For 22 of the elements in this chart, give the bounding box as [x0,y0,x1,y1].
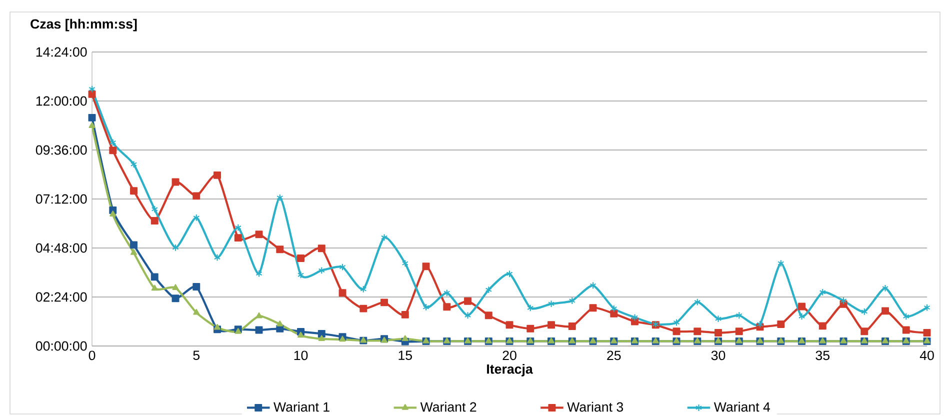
x-tick-label: 5 [193,350,200,360]
x-tick-label: 30 [711,350,726,360]
y-tick-label: 14:24:00 [36,47,87,57]
y-tick-label: 09:36:00 [36,145,87,155]
x-tick-label: 40 [920,350,934,360]
x-tick-label: 20 [502,350,516,360]
x-tick-label: 15 [398,350,412,360]
x-tick-label: 10 [294,350,308,360]
x-tick-label: 25 [607,350,621,360]
legend-label: Wariant 2 [420,402,476,412]
x-tick-label: 35 [816,350,830,360]
y-tick-label: 04:48:00 [36,243,87,253]
x-tick-label: 0 [88,350,96,360]
legend-label: Wariant 1 [274,402,330,412]
y-axis-title: Czas [hh:mm:ss] [30,18,137,32]
legend-label: Wariant 3 [567,402,624,412]
legend-label: Wariant 4 [714,402,770,412]
y-tick-label: 02:24:00 [36,292,87,302]
y-tick-label: 00:00:00 [36,341,87,351]
x-axis-title: Iteracja [487,364,533,376]
y-tick-label: 12:00:00 [36,96,87,106]
y-tick-label: 07:12:00 [36,194,87,204]
